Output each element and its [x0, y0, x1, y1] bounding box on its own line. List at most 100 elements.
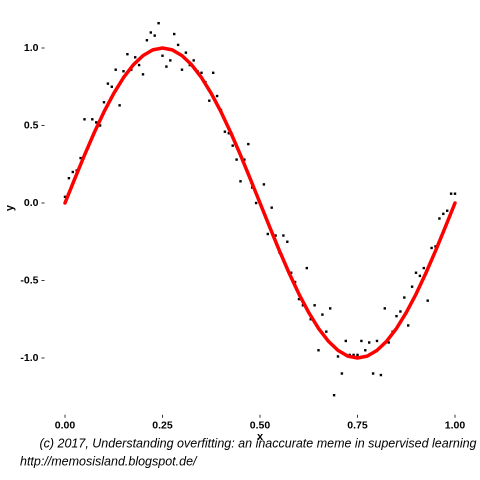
point	[317, 349, 320, 352]
point	[247, 142, 250, 146]
point	[122, 70, 125, 73]
point	[379, 373, 383, 377]
point	[383, 307, 386, 310]
point	[243, 158, 246, 161]
point	[71, 170, 74, 174]
point	[422, 266, 425, 270]
point	[114, 68, 117, 71]
point	[438, 217, 441, 220]
point	[165, 65, 168, 68]
point	[98, 124, 102, 127]
point	[184, 51, 188, 54]
x-tick-label: 0.25	[152, 420, 173, 432]
point	[305, 266, 308, 270]
point	[134, 56, 137, 59]
point	[145, 39, 149, 42]
point	[149, 31, 152, 34]
point	[297, 297, 301, 301]
point	[141, 73, 145, 76]
point	[399, 310, 402, 313]
caption: (c) 2017, Understanding overfitting: an …	[39, 436, 476, 450]
source: http://memosisland.blogspot.de/	[20, 454, 198, 468]
point	[301, 304, 305, 307]
point	[161, 54, 164, 57]
point	[239, 180, 242, 183]
x-tick-label: 0.50	[250, 420, 271, 432]
point	[407, 324, 410, 327]
point	[332, 394, 336, 397]
point	[426, 299, 429, 302]
point	[403, 296, 406, 299]
point	[83, 118, 86, 121]
point	[290, 271, 293, 274]
point	[321, 313, 324, 316]
point	[446, 209, 449, 212]
point	[180, 68, 184, 71]
point	[344, 339, 347, 343]
point	[286, 240, 289, 243]
x-axis-label: x	[257, 431, 264, 443]
point	[453, 192, 457, 195]
point	[176, 43, 180, 47]
point	[356, 353, 359, 357]
point	[270, 206, 273, 209]
point	[387, 341, 390, 344]
y-axis-label: y	[4, 204, 16, 211]
point	[200, 71, 203, 74]
y-tick-label: 0.5	[24, 119, 39, 131]
x-tick-label: 1.00	[445, 420, 466, 432]
point	[329, 307, 332, 310]
point	[352, 353, 355, 357]
point	[449, 192, 453, 195]
point	[262, 183, 266, 186]
point	[254, 201, 258, 205]
point	[360, 339, 363, 343]
point	[110, 85, 113, 88]
point	[118, 104, 121, 107]
point	[371, 372, 375, 375]
point	[336, 355, 340, 358]
point	[67, 177, 71, 180]
point	[235, 158, 238, 161]
y-tick-label: -1.0	[20, 352, 38, 364]
point	[395, 314, 398, 318]
point	[325, 330, 328, 333]
point	[102, 101, 106, 104]
fitted-curve	[63, 46, 457, 360]
point	[418, 274, 422, 278]
point	[266, 232, 269, 236]
point	[63, 195, 67, 198]
y-tick-label: -0.5	[20, 274, 38, 286]
point	[169, 59, 172, 62]
point	[231, 144, 234, 147]
point	[313, 304, 316, 307]
point	[79, 156, 82, 160]
point	[274, 234, 277, 237]
point	[309, 318, 312, 321]
point	[282, 234, 285, 237]
point	[95, 121, 98, 124]
x-tick-label: 0.75	[347, 420, 368, 432]
point	[340, 372, 344, 375]
point	[223, 130, 227, 133]
point	[173, 32, 176, 36]
point	[410, 285, 414, 288]
x-tick-label: 0.00	[55, 420, 76, 432]
y-tick-label: 0.0	[24, 197, 39, 209]
point	[375, 339, 379, 343]
point	[430, 246, 433, 250]
point	[442, 212, 445, 216]
point	[215, 94, 219, 98]
point	[91, 118, 94, 121]
point	[212, 71, 215, 74]
point	[414, 271, 418, 274]
point	[364, 349, 367, 352]
y-tick-label: 1.0	[24, 42, 39, 54]
point	[106, 82, 110, 85]
point	[157, 22, 160, 25]
point	[208, 99, 211, 102]
point	[126, 53, 129, 56]
point	[227, 132, 230, 135]
